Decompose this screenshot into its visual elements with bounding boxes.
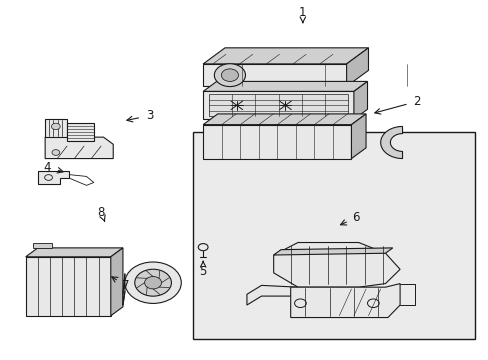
Polygon shape xyxy=(26,257,111,316)
Text: 7: 7 xyxy=(122,279,129,292)
Circle shape xyxy=(214,64,245,87)
Polygon shape xyxy=(193,132,474,339)
Polygon shape xyxy=(290,284,399,318)
Polygon shape xyxy=(380,126,402,158)
Text: 4: 4 xyxy=(44,161,51,174)
Polygon shape xyxy=(33,243,52,248)
Circle shape xyxy=(144,276,161,289)
Polygon shape xyxy=(203,48,368,64)
Text: 6: 6 xyxy=(352,211,359,224)
Polygon shape xyxy=(346,48,368,86)
Polygon shape xyxy=(208,94,347,116)
Circle shape xyxy=(221,69,238,81)
Circle shape xyxy=(135,269,171,296)
Text: 8: 8 xyxy=(97,206,104,219)
Polygon shape xyxy=(203,64,346,86)
Polygon shape xyxy=(246,285,297,305)
Polygon shape xyxy=(273,243,399,287)
Polygon shape xyxy=(38,171,69,184)
Polygon shape xyxy=(45,119,67,137)
Polygon shape xyxy=(203,125,351,158)
Polygon shape xyxy=(203,91,353,119)
Polygon shape xyxy=(203,114,366,125)
Polygon shape xyxy=(273,248,392,255)
Polygon shape xyxy=(67,123,94,141)
Text: 3: 3 xyxy=(146,109,153,122)
Polygon shape xyxy=(203,81,367,91)
Circle shape xyxy=(52,150,60,156)
Text: 2: 2 xyxy=(412,95,420,108)
Text: 1: 1 xyxy=(299,6,306,19)
Polygon shape xyxy=(351,114,366,158)
Polygon shape xyxy=(45,137,113,158)
Text: 5: 5 xyxy=(199,265,206,278)
Circle shape xyxy=(51,123,60,130)
Circle shape xyxy=(124,262,181,303)
Polygon shape xyxy=(111,248,122,316)
Polygon shape xyxy=(122,274,124,305)
Polygon shape xyxy=(353,81,367,119)
Polygon shape xyxy=(26,248,122,257)
